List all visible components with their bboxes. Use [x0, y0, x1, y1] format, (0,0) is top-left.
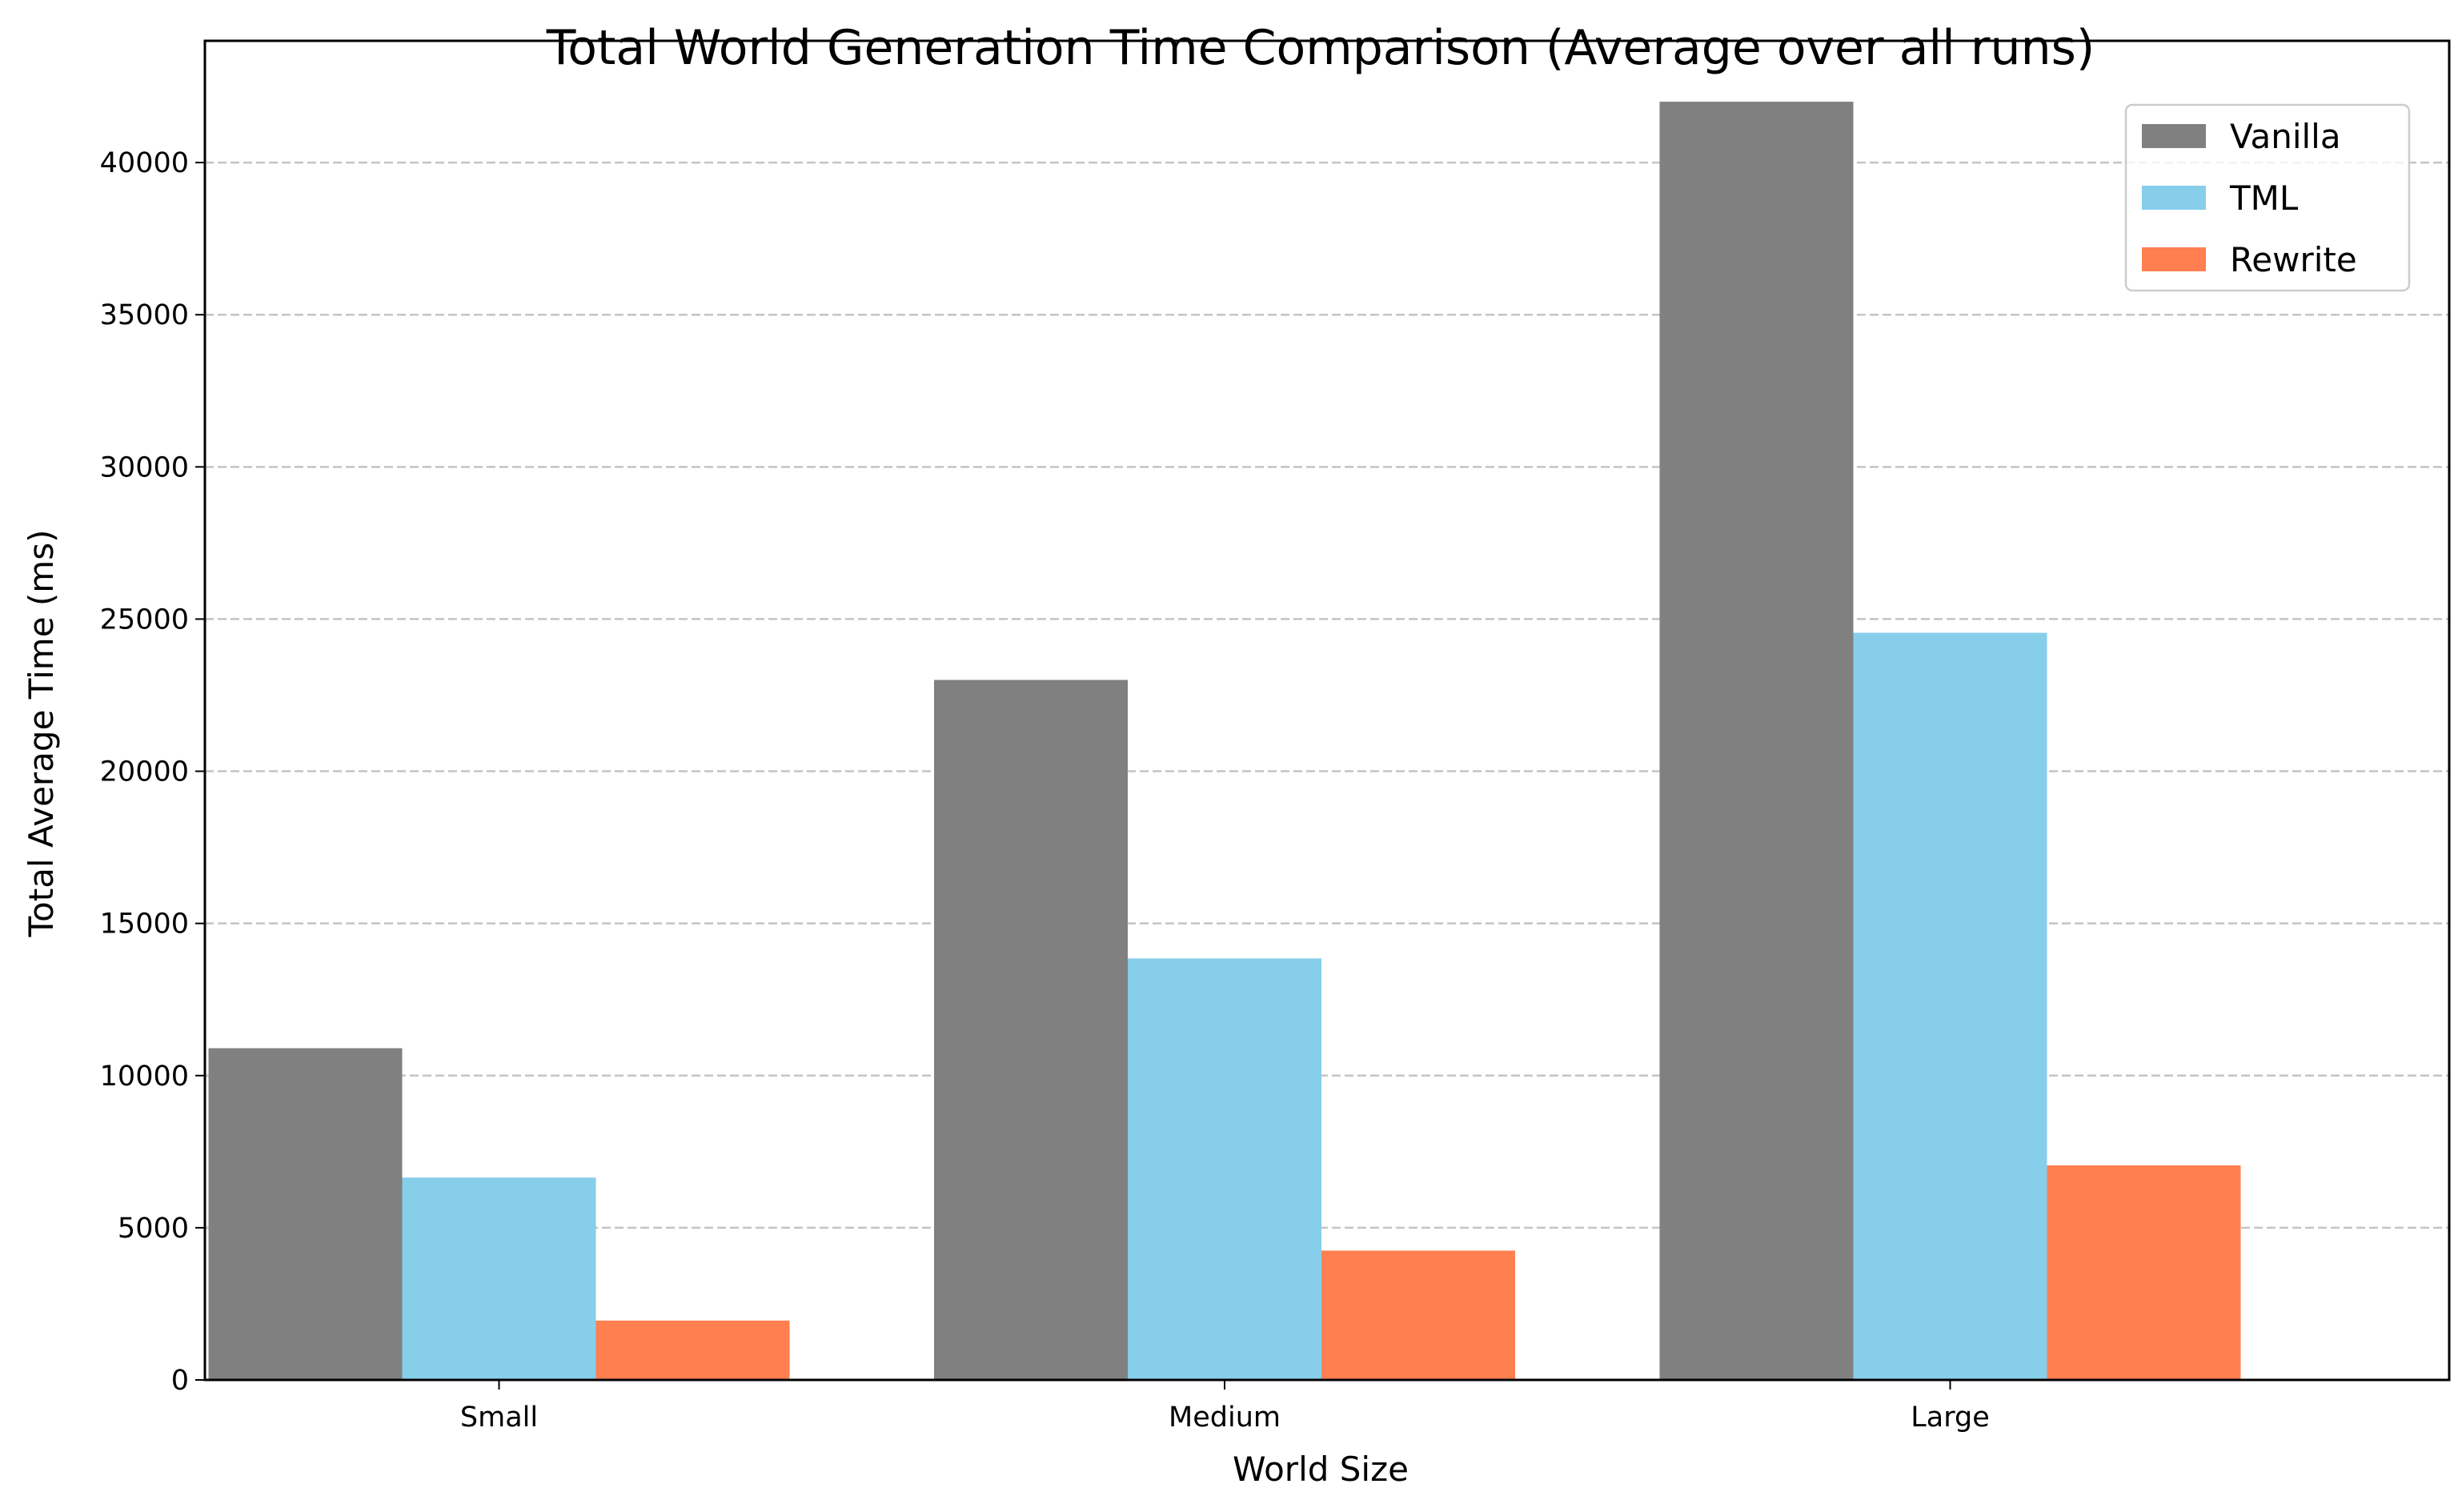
y-axis-label: Total Average Time (ms) [22, 530, 61, 938]
bar-rewrite-medium [1321, 1250, 1515, 1380]
legend-label-vanilla: Vanilla [2230, 117, 2341, 156]
bar-tml-medium [1128, 958, 1321, 1380]
y-tick-label: 30000 [100, 451, 189, 483]
x-tick-label: Medium [1169, 1402, 1281, 1434]
x-tick-label: Large [1911, 1402, 1989, 1434]
y-tick-label: 10000 [100, 1061, 189, 1093]
y-tick-label: 35000 [100, 299, 189, 331]
legend-swatch-rewrite [2142, 247, 2206, 271]
legend-box [2124, 103, 2411, 292]
legend-label-rewrite: Rewrite [2230, 240, 2357, 279]
x-axis-label: World Size [1233, 1450, 1409, 1489]
y-tick-label: 40000 [100, 147, 189, 179]
y-tick-label: 20000 [100, 756, 189, 788]
bar-vanilla-small [208, 1048, 403, 1380]
y-tick-label: 25000 [100, 604, 189, 636]
plot-frame [203, 39, 2451, 1382]
x-axis-ticks: Small Medium Large [460, 1380, 1990, 1434]
bar-tml-small [402, 1177, 596, 1380]
legend-swatch-vanilla [2142, 124, 2206, 148]
bar-rewrite-small [595, 1320, 790, 1380]
x-tick-label: Small [460, 1402, 538, 1434]
bars [208, 102, 2241, 1381]
y-tick-label: 15000 [100, 908, 189, 940]
y-tick-label: 0 [171, 1365, 189, 1397]
legend-label-tml: TML [2229, 178, 2299, 218]
bar-tml-large [1853, 632, 2047, 1380]
y-axis-ticks: 0 5000 10000 15000 20000 25000 30000 35000 40000 [100, 147, 205, 1397]
bar-vanilla-large [1659, 102, 1854, 1381]
legend-swatch-tml [2142, 186, 2206, 210]
bar-rewrite-large [2047, 1165, 2241, 1380]
chart-title: Total World Generation Time Comparison (… [546, 20, 2095, 76]
legend: Vanilla TML Rewrite [2124, 103, 2411, 292]
y-tick-label: 5000 [118, 1213, 189, 1245]
grid-lines [205, 161, 2449, 1229]
bar-vanilla-medium [934, 680, 1128, 1380]
